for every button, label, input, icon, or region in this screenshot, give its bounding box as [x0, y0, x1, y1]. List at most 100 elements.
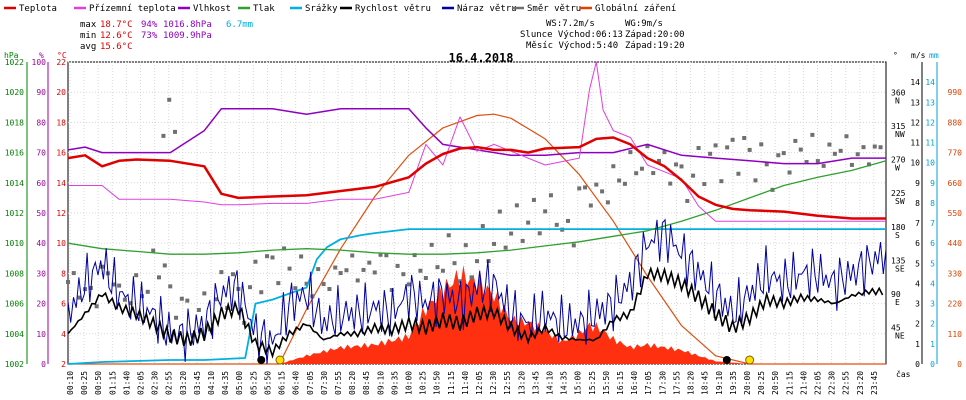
wind-direction-point	[77, 295, 82, 300]
y-tick-wm2: 660	[948, 179, 963, 188]
legend-label: Teplota	[19, 4, 57, 14]
y-tick-hpa: 1006	[5, 300, 24, 309]
wind-direction-point	[674, 162, 679, 167]
wind-direction-point	[696, 146, 701, 151]
wg-value: WG:9m/s	[625, 19, 663, 29]
ws-value: WS:7.2m/s	[546, 19, 595, 29]
x-tick-label: 12:30	[489, 371, 498, 395]
wind-direction-point	[282, 246, 287, 251]
y-tick-ms: 5	[915, 259, 920, 268]
wind-direction-point	[611, 164, 616, 169]
wind-direction-point	[168, 284, 173, 289]
wind-direction-point	[793, 138, 798, 143]
wind-direction-point	[685, 198, 690, 203]
wind-direction-point	[167, 97, 172, 102]
x-tick-label: 03:20	[179, 371, 188, 395]
y-tick-hpa: 1008	[5, 269, 24, 278]
x-tick-label: 16:40	[630, 371, 639, 395]
x-tick-label: 17:30	[658, 371, 667, 395]
x-tick-label: 11:40	[461, 371, 470, 395]
wind-direction-point	[213, 297, 218, 302]
x-tick-label: 02:55	[165, 371, 174, 395]
sunrise-info: Slunce Východ:06:13	[520, 30, 623, 40]
wind-direction-point	[815, 159, 820, 164]
y-tick-mm: 11	[925, 139, 935, 148]
legend-label: Vlhkost	[193, 4, 231, 14]
x-tick-label: 10:00	[404, 371, 413, 395]
wind-direction-point	[452, 261, 457, 266]
y-tick-ms: 4	[915, 279, 920, 288]
x-tick-label: 15:00	[574, 371, 583, 395]
wind-direction-point	[338, 271, 343, 276]
axis-label-mm: mm	[929, 51, 939, 60]
y-tick-mm: 13	[925, 98, 935, 107]
wind-direction-point	[781, 151, 786, 156]
wind-direction-point	[776, 153, 781, 158]
y-tick-pct: 60	[36, 179, 46, 188]
wind-direction-point	[588, 203, 593, 208]
global-radiation-area	[68, 265, 886, 364]
wind-direction-point	[554, 222, 559, 227]
x-tick-label: 07:05	[306, 371, 315, 395]
y-tick-dir: 225	[891, 189, 906, 198]
x-tick-label: 11:15	[447, 371, 456, 395]
y-tick-degc: 18	[56, 118, 66, 127]
legend-label: Rychlost větru	[355, 4, 431, 14]
stats-max-press: 1016.8hPa	[163, 20, 212, 30]
wind-direction-point	[827, 142, 832, 147]
y-tick-ms: 10	[910, 159, 920, 168]
moonset-marker	[722, 356, 731, 364]
wind-direction-point	[161, 133, 166, 138]
wind-direction-point	[344, 268, 349, 273]
x-tick-label: 08:20	[348, 371, 357, 395]
y-tick-mm: 2	[930, 320, 935, 329]
wind-direction-point	[378, 252, 383, 257]
wind-direction-point	[66, 279, 70, 284]
wind-direction-point	[259, 290, 264, 295]
stats-avg-label: avg	[80, 42, 96, 52]
y-tick-pct: 40	[36, 239, 46, 248]
y-tick-dir-label: W	[895, 164, 900, 173]
x-tick-label: 00:25	[80, 371, 89, 395]
wind-direction-point	[480, 224, 485, 229]
sun-moon-info: WS:7.2m/s WG:9m/s Slunce Východ:06:13 Zá…	[520, 19, 685, 51]
wind-direction-point	[361, 267, 366, 272]
wind-direction-point	[162, 263, 167, 268]
wind-direction-point	[577, 186, 582, 191]
wind-direction-point	[174, 315, 179, 320]
humidity-line	[67, 107, 886, 165]
y-tick-mm: 8	[930, 199, 935, 208]
wind-direction-point	[401, 272, 406, 277]
wind-direction-point	[730, 137, 735, 142]
x-tick-label: 19:35	[729, 371, 738, 395]
y-tick-wm2: 880	[948, 118, 963, 127]
wind-direction-point	[429, 242, 434, 247]
x-tick-label: 16:15	[616, 371, 625, 395]
stats-rain: 6.7mm	[226, 20, 253, 30]
y-tick-pct: 50	[36, 209, 46, 218]
x-tick-label: 06:40	[292, 371, 301, 395]
axis-label-ms: m/s	[911, 51, 926, 60]
stats-max-label: max	[80, 20, 97, 30]
x-tick-label: 09:10	[376, 371, 385, 395]
wind-direction-point	[111, 282, 116, 287]
x-tick-label: 13:45	[531, 371, 540, 395]
wind-direction-point	[475, 259, 479, 264]
wind-direction-point	[832, 151, 837, 156]
stats-max-hum: 94%	[141, 20, 158, 30]
y-tick-degc: 22	[56, 58, 66, 67]
x-tick-label: 01:15	[108, 371, 117, 395]
wind-direction-point	[639, 166, 644, 171]
y-tick-mm: 12	[925, 118, 935, 127]
x-tick-label: 05:50	[263, 371, 272, 395]
wind-direction-point	[736, 171, 741, 176]
wind-direction-point	[605, 200, 610, 205]
x-tick-label: 21:40	[799, 371, 808, 395]
wind-direction-point	[395, 263, 400, 268]
y-tick-ms: 1	[915, 340, 920, 349]
y-tick-ms: 8	[915, 199, 920, 208]
wind-direction-point	[520, 238, 525, 243]
wind-direction-point	[634, 171, 639, 176]
wind-direction-point	[503, 245, 508, 250]
